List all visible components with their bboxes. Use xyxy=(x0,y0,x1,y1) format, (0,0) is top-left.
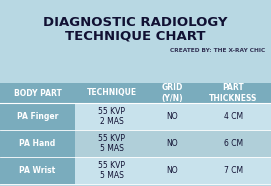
Bar xyxy=(0,130,75,157)
Text: TECHNIQUE CHART: TECHNIQUE CHART xyxy=(65,30,205,42)
Text: NO: NO xyxy=(166,166,178,175)
Text: 7 CM: 7 CM xyxy=(224,166,243,175)
Text: CREATED BY: THE X-RAY CHIC: CREATED BY: THE X-RAY CHIC xyxy=(170,47,265,52)
Text: GRID
(Y/N): GRID (Y/N) xyxy=(161,83,183,103)
Text: DIAGNOSTIC RADIOLOGY: DIAGNOSTIC RADIOLOGY xyxy=(43,17,227,30)
Text: TECHNIQUE: TECHNIQUE xyxy=(86,89,137,97)
Bar xyxy=(75,157,271,184)
Bar xyxy=(0,103,75,130)
Text: PA Wrist: PA Wrist xyxy=(19,166,56,175)
Bar xyxy=(0,157,75,184)
Text: PART
THICKNESS: PART THICKNESS xyxy=(209,83,258,103)
Text: PA Finger: PA Finger xyxy=(17,112,58,121)
Text: NO: NO xyxy=(166,139,178,148)
Text: 55 KVP
5 MAS: 55 KVP 5 MAS xyxy=(98,161,125,180)
Text: 6 CM: 6 CM xyxy=(224,139,243,148)
Text: NO: NO xyxy=(166,112,178,121)
Text: 55 KVP
5 MAS: 55 KVP 5 MAS xyxy=(98,134,125,153)
Text: PA Hand: PA Hand xyxy=(19,139,56,148)
Bar xyxy=(0,83,271,103)
Text: BODY PART: BODY PART xyxy=(14,89,62,97)
Bar xyxy=(75,103,271,130)
Text: 4 CM: 4 CM xyxy=(224,112,243,121)
Text: 55 KVP
2 MAS: 55 KVP 2 MAS xyxy=(98,107,125,126)
Bar xyxy=(75,130,271,157)
